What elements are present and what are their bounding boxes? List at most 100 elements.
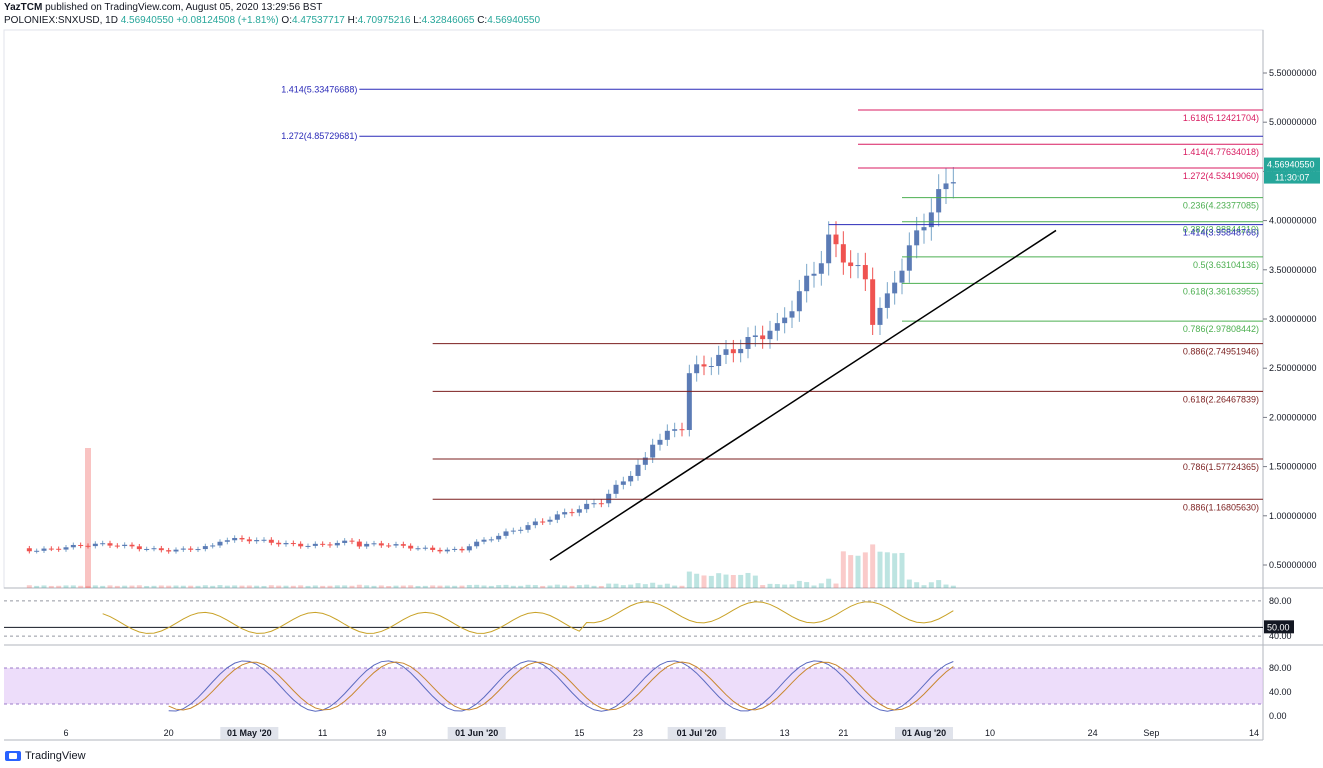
candle-body[interactable] (796, 291, 802, 312)
candle-body[interactable] (217, 541, 223, 546)
candle-body[interactable] (415, 548, 421, 550)
candle-body[interactable] (496, 535, 502, 540)
candle-body[interactable] (752, 335, 758, 337)
candle-body[interactable] (70, 544, 76, 548)
candle-body[interactable] (862, 265, 868, 280)
candle-body[interactable] (804, 275, 810, 292)
candle-body[interactable] (488, 539, 494, 541)
candle-body[interactable] (679, 429, 685, 431)
candle-body[interactable] (283, 543, 289, 545)
candle-body[interactable] (437, 549, 443, 552)
candle-body[interactable] (400, 544, 406, 546)
candle-body[interactable] (408, 545, 414, 549)
candle-body[interactable] (943, 183, 949, 190)
candle-body[interactable] (694, 364, 700, 374)
candle-body[interactable] (833, 234, 839, 245)
candle-body[interactable] (158, 548, 164, 551)
candle-body[interactable] (122, 544, 128, 547)
candle-body[interactable] (620, 481, 626, 485)
author-name[interactable]: YazTCM (4, 2, 43, 13)
candle-body[interactable] (298, 543, 304, 547)
candle-body[interactable] (936, 189, 942, 213)
candle-body[interactable] (818, 263, 824, 274)
symbol-label[interactable]: POLONIEX:SNXUSD, 1D (4, 15, 118, 26)
candle-body[interactable] (342, 540, 348, 543)
candle-body[interactable] (760, 335, 766, 340)
candle-body[interactable] (107, 543, 113, 546)
candle-body[interactable] (628, 475, 634, 482)
candle-body[interactable] (723, 349, 729, 355)
candle-body[interactable] (950, 182, 956, 184)
candle-body[interactable] (151, 548, 157, 550)
candle-body[interactable] (305, 545, 311, 547)
candle-body[interactable] (664, 430, 670, 440)
candle-body[interactable] (914, 230, 920, 246)
candle-body[interactable] (34, 550, 40, 552)
candle-body[interactable] (312, 543, 318, 546)
candle-body[interactable] (598, 503, 604, 505)
candle-body[interactable] (826, 234, 832, 264)
candle-body[interactable] (466, 546, 472, 551)
candle-body[interactable] (232, 537, 238, 541)
candle-body[interactable] (672, 429, 678, 431)
candle-body[interactable] (892, 282, 898, 294)
candle-body[interactable] (41, 548, 47, 551)
candle-body[interactable] (481, 539, 487, 542)
candle-body[interactable] (591, 503, 597, 505)
candle-body[interactable] (166, 550, 172, 552)
candle-body[interactable] (584, 503, 590, 510)
candle-body[interactable] (320, 543, 326, 545)
candle-body[interactable] (444, 549, 450, 552)
candle-body[interactable] (422, 547, 428, 549)
candle-body[interactable] (474, 541, 480, 547)
candle-body[interactable] (657, 439, 663, 445)
candle-body[interactable] (642, 457, 648, 465)
candle-body[interactable] (840, 244, 846, 263)
candle-body[interactable] (85, 545, 91, 547)
candle-body[interactable] (928, 212, 934, 228)
candle-body[interactable] (525, 525, 531, 530)
candle-body[interactable] (100, 543, 106, 545)
candle-body[interactable] (532, 521, 538, 526)
candle-body[interactable] (650, 444, 656, 458)
candle-body[interactable] (606, 493, 612, 504)
candle-body[interactable] (364, 543, 370, 547)
candle-body[interactable] (562, 512, 568, 515)
candle-body[interactable] (767, 330, 773, 340)
candle-body[interactable] (540, 521, 546, 523)
candle-body[interactable] (613, 484, 619, 494)
candle-body[interactable] (554, 514, 560, 520)
candle-body[interactable] (569, 512, 575, 514)
candle-body[interactable] (129, 544, 135, 547)
candle-body[interactable] (730, 349, 736, 354)
candle-body[interactable] (716, 354, 722, 367)
candle-body[interactable] (239, 537, 245, 540)
tradingview-logo[interactable]: TradingView (5, 750, 86, 762)
candle-body[interactable] (459, 548, 465, 551)
candle-body[interactable] (921, 227, 927, 231)
candle-body[interactable] (738, 348, 744, 354)
candle-body[interactable] (371, 543, 377, 545)
candle-body[interactable] (78, 544, 84, 546)
candle-body[interactable] (884, 293, 890, 308)
candle-body[interactable] (254, 540, 260, 542)
candle-body[interactable] (870, 279, 876, 325)
candle-body[interactable] (26, 548, 32, 552)
candle-body[interactable] (708, 366, 714, 368)
candle-body[interactable] (327, 544, 333, 546)
candle-body[interactable] (144, 548, 150, 550)
candle-body[interactable] (334, 542, 340, 546)
candle-body[interactable] (635, 464, 641, 476)
candle-body[interactable] (576, 509, 582, 513)
candle-body[interactable] (114, 545, 120, 547)
candle-body[interactable] (701, 364, 707, 367)
candle-body[interactable] (386, 545, 392, 547)
candle-body[interactable] (430, 547, 436, 550)
candle-body[interactable] (246, 539, 252, 542)
candle-body[interactable] (686, 373, 692, 430)
candle-body[interactable] (774, 323, 780, 331)
candle-body[interactable] (503, 531, 509, 536)
candle-body[interactable] (899, 270, 905, 283)
candle-body[interactable] (452, 548, 458, 550)
